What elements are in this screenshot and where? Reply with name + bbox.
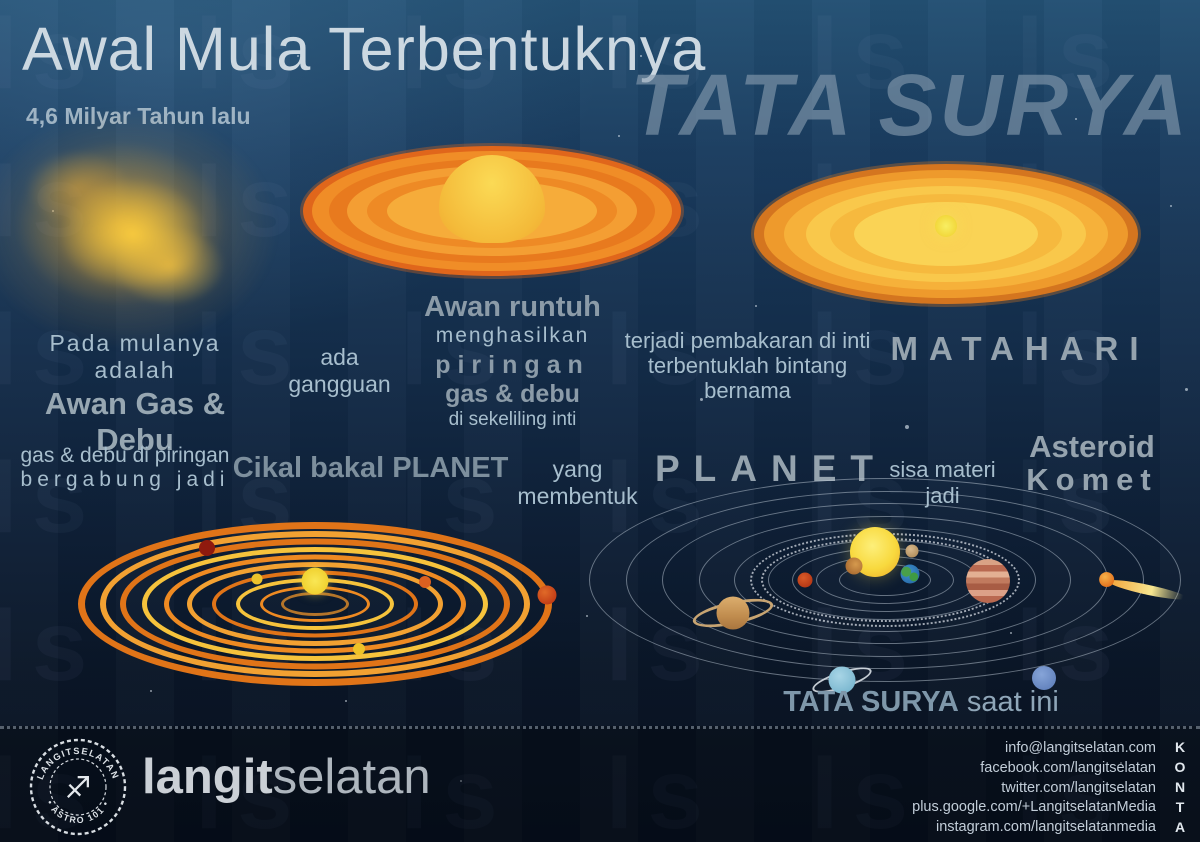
footer: LANGITSELATAN • ASTRO 101 • ♐ langitsela… — [0, 726, 1200, 842]
contact-list: info@langitselatan.com facebook.com/lang… — [912, 739, 1156, 838]
planet-mercury — [905, 544, 919, 558]
contact-instagram: instagram.com/langitselatanmedia — [935, 819, 1156, 836]
brand-wordmark: langitselatan — [142, 749, 431, 805]
disk-ring — [100, 531, 530, 677]
contact-twitter: twitter.com/langitselatan — [1001, 779, 1156, 796]
planet-mars — [797, 572, 813, 588]
caption-bold: TATA SURYA — [783, 686, 959, 718]
planet-earth — [900, 564, 920, 584]
protoplanetary-disk-1-illustration — [303, 146, 681, 276]
planet-forming-disk-illustration — [78, 522, 557, 686]
gas-cloud-illustration — [0, 98, 292, 360]
protoplanet-dot — [537, 585, 557, 605]
contact-facebook: facebook.com/langitselatan — [980, 759, 1156, 776]
planet-venus — [845, 557, 863, 575]
centaur-archer-icon: ♐ — [65, 772, 92, 805]
brand-light: selatan — [272, 750, 431, 804]
stage4-text: terjadi pembakaran di inti terbentuklah … — [624, 328, 871, 403]
stage2-text: ada gangguan — [288, 344, 391, 397]
caption-light: saat ini — [966, 686, 1059, 718]
kontak-label: KONTAK — [1172, 739, 1188, 842]
brand-bold: langit — [142, 750, 273, 804]
protoplanet-dot — [199, 540, 215, 556]
protoplanet-dot — [353, 643, 365, 655]
stage6-text: yang membentuk — [517, 456, 638, 509]
planet-neptune — [1032, 666, 1056, 690]
stage1-text: Pada mulanya adalah Awan Gas & Debu — [44, 330, 226, 457]
protoplanet-dot — [419, 576, 431, 588]
disk-ring — [120, 538, 510, 670]
big-title: TATA SURYA — [629, 57, 1190, 154]
contact-googleplus: plus.google.com/+LangitselatanMedia — [912, 799, 1156, 816]
orbit-ring — [589, 478, 1181, 682]
solar-system-caption: TATA SURYA saat ini — [726, 686, 1116, 719]
disk-ring — [281, 592, 349, 616]
stage4-result-matahari: MATAHARI — [890, 330, 1150, 367]
stage3-text: Awan runtuh menghasilkan piringan gas & … — [424, 291, 601, 430]
stage7-result: Asteroid Komet — [1026, 429, 1158, 497]
disk-core-bulge — [439, 155, 545, 243]
disk-ring — [187, 562, 443, 646]
stage5-text: gas & debu di piringan bergabung jadi — [20, 444, 230, 491]
proto-sun — [301, 567, 329, 595]
disk-ring — [142, 547, 488, 661]
protoplanet-dot — [251, 573, 263, 585]
contact-email: info@langitselatan.com — [1005, 740, 1156, 756]
planet-uranus — [828, 666, 856, 694]
page-title: Awal Mula Terbentuknya — [22, 15, 707, 83]
langitselatan-badge-logo: LANGITSELATAN • ASTRO 101 • ♐ — [29, 738, 127, 836]
planet-saturn — [716, 596, 750, 630]
disk-ring — [164, 554, 466, 654]
planet-jupiter — [966, 559, 1010, 603]
comet-head — [1097, 570, 1116, 589]
protoplanetary-disk-2-illustration — [754, 164, 1138, 304]
proto-sun-core — [935, 214, 957, 237]
solar-system-illustration — [585, 478, 1200, 698]
stage5-result: Cikal bakal PLANET — [232, 452, 509, 484]
